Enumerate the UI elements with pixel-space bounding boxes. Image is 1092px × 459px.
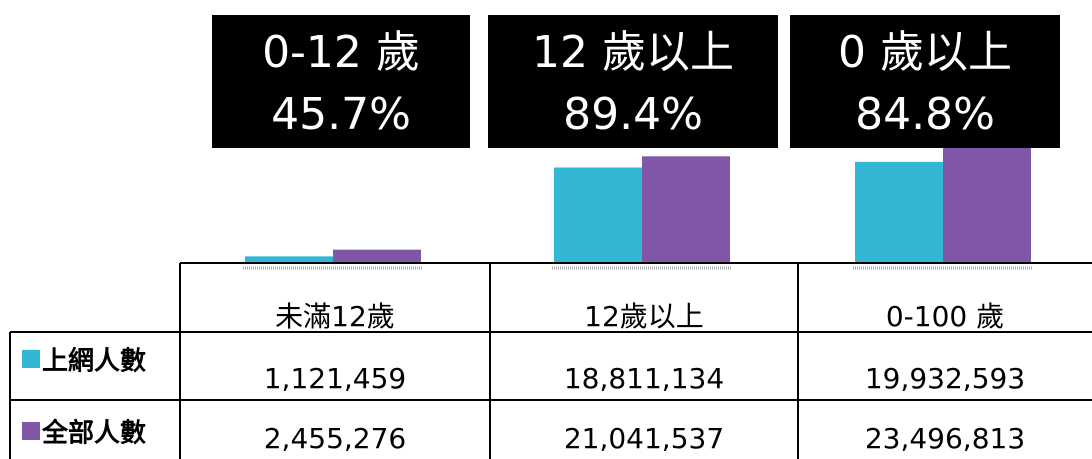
legend-swatch [22,350,40,368]
legend-label: 全部人數 [41,418,146,449]
annotation-value: 45.7% [271,89,411,140]
category-label: 未滿12歲 [275,300,395,333]
value-label: 19,932,593 [865,362,1025,395]
bar [333,249,421,262]
category-label: 12歲以上 [584,300,704,333]
annotation-title: 0-12 歲 [262,27,420,78]
annotation-value: 89.4% [563,89,703,140]
value-label: 18,811,134 [564,362,724,395]
bar [855,161,943,262]
bar [245,256,333,262]
bar [554,167,642,262]
category-label: 0-100 歲 [886,300,1004,333]
annotation-box [790,15,1060,148]
annotation-box [488,15,778,148]
value-label: 21,041,537 [564,422,724,455]
value-label: 23,496,813 [865,422,1025,455]
bar [642,156,730,262]
legend-swatch [22,422,40,440]
annotation-box [212,15,470,148]
annotation-title: 0 歲以上 [838,27,1012,78]
bar [943,144,1031,262]
annotation-title: 12 歲以上 [532,27,734,78]
value-label: 1,121,459 [264,362,407,395]
value-label: 2,455,276 [264,422,407,455]
annotation-value: 84.8% [855,89,995,140]
legend-label: 上網人數 [42,346,146,377]
